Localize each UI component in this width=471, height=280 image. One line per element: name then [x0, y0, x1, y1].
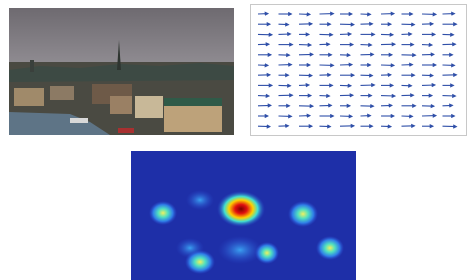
heatmap	[131, 151, 356, 280]
vector-field	[251, 5, 467, 136]
city-photo	[9, 8, 234, 135]
page: (() => { const data = JSON.parse(documen…	[0, 0, 471, 280]
figure	[0, 0, 471, 280]
